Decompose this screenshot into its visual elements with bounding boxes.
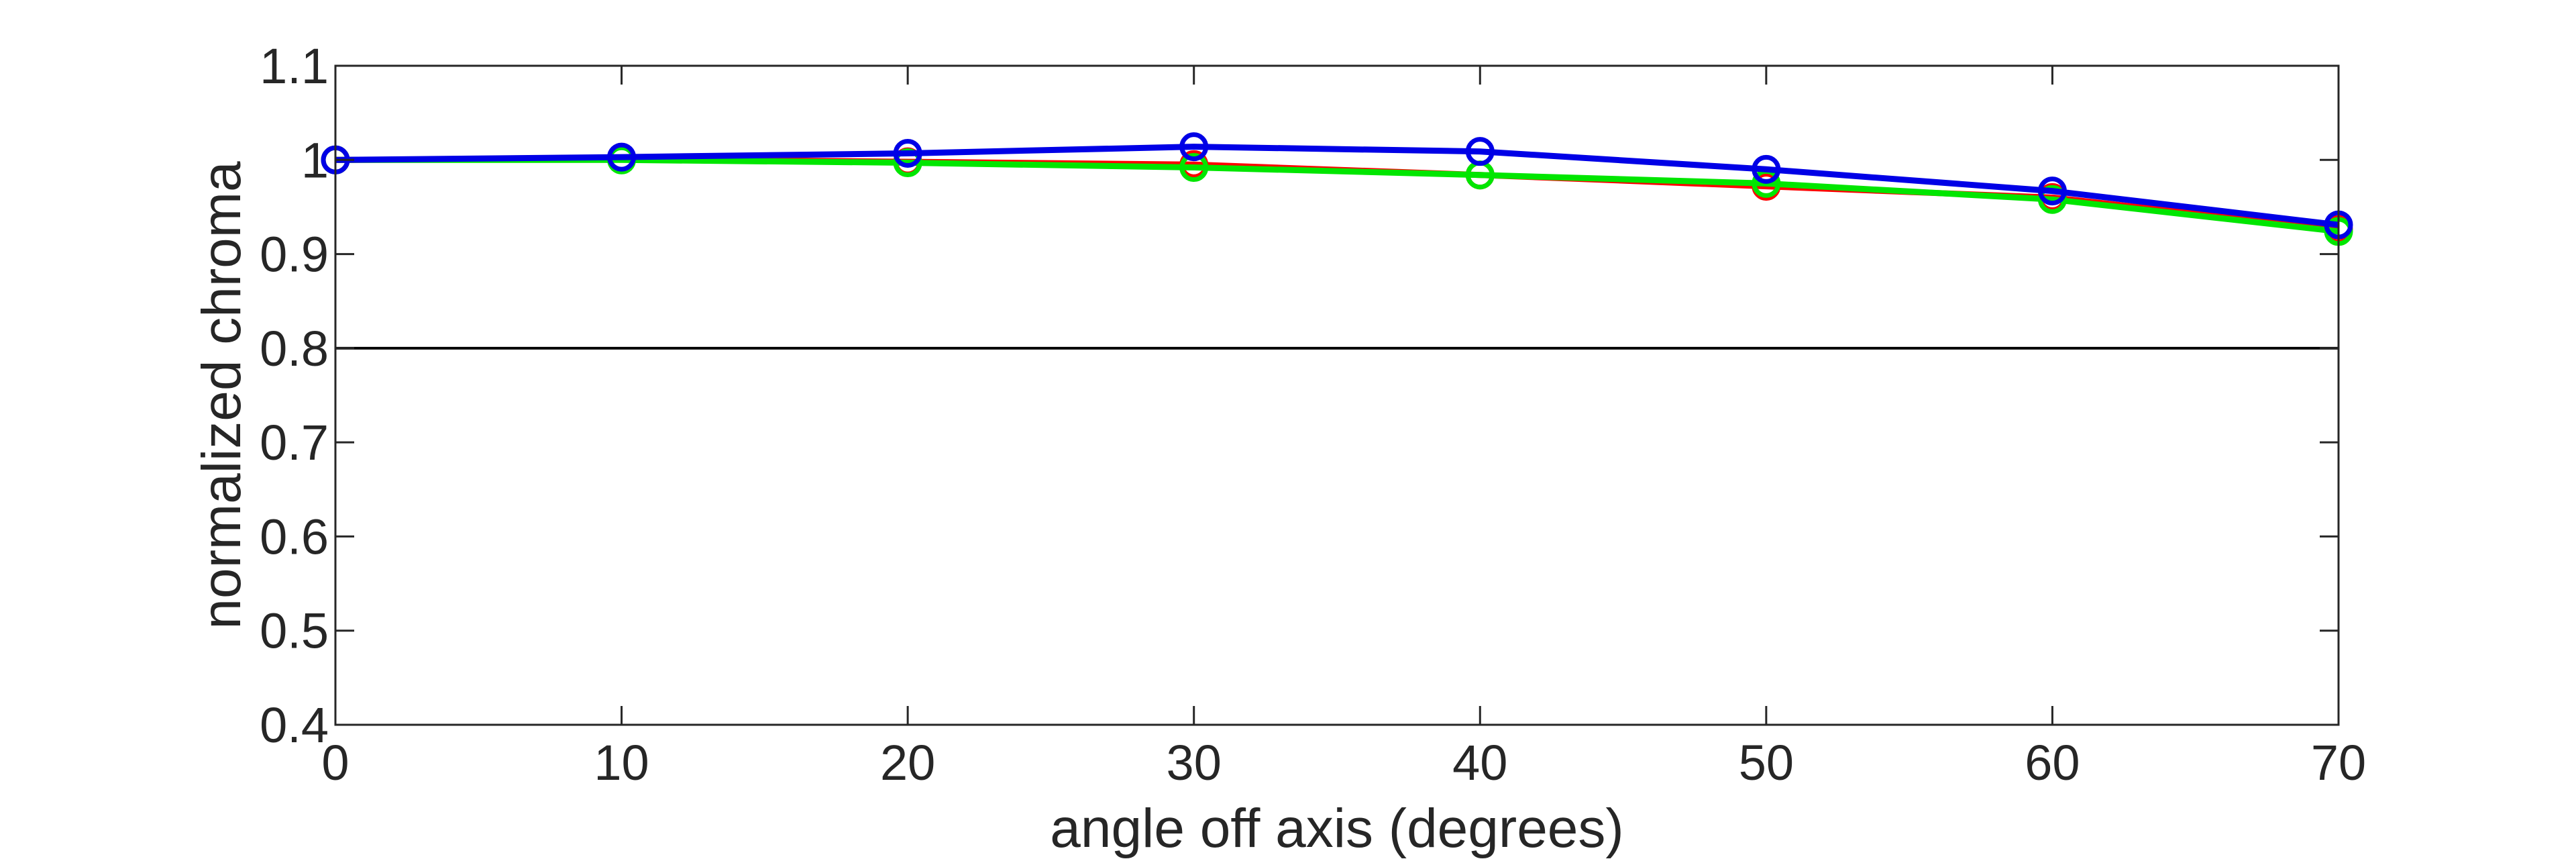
data-point-marker: [2037, 176, 2067, 206]
data-point-marker: [1179, 153, 1209, 183]
x-tick-label: 0: [321, 735, 349, 791]
x-tick-label: 40: [1452, 735, 1507, 791]
series-line: [335, 156, 2339, 235]
x-tick-label: 30: [1167, 735, 1222, 791]
y-tick-label: 1: [301, 132, 329, 188]
y-tick-label: 0.6: [260, 509, 329, 564]
y-axis-title: normalized chroma: [191, 161, 252, 629]
data-point-marker: [1752, 154, 1781, 184]
x-tick-label: 60: [2025, 735, 2080, 791]
data-point-marker: [1179, 132, 1209, 162]
axis-ticks: [334, 64, 2340, 726]
x-tick-label: 20: [880, 735, 935, 791]
axis-tick-labels: 0 10 20 30 40 50 60 70 0.4 0.5 0.6 0.7 0.8 0.9 1 1.1: [260, 38, 2366, 791]
x-tick-label: 70: [2311, 735, 2366, 791]
x-tick-label: 10: [594, 735, 649, 791]
data-point-marker: [607, 142, 637, 172]
y-tick-label: 0.9: [260, 227, 329, 283]
y-tick-label: 0.8: [260, 321, 329, 376]
series-line: [335, 144, 2339, 228]
plot-background: [335, 66, 2339, 725]
y-tick-label: 0.7: [260, 415, 329, 470]
data-point-marker: [1465, 137, 1495, 166]
x-axis-title: angle off axis (degrees): [1050, 798, 1623, 859]
y-tick-label: 0.4: [260, 697, 329, 753]
data-point-marker: [893, 138, 922, 168]
plot-frame: [334, 64, 2340, 726]
y-tick-label: 1.1: [260, 38, 329, 94]
data-point-marker: [2037, 185, 2067, 214]
y-tick-label: 0.5: [260, 603, 329, 659]
x-tick-label: 50: [1739, 735, 1794, 791]
